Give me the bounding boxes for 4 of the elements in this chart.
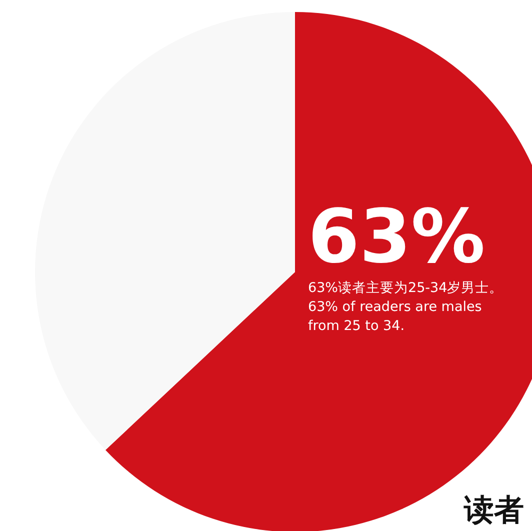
text: 63% of readers are males from 25 to 34.	[308, 299, 482, 334]
text: 63%读者主要为25-34岁男士。	[308, 280, 504, 296]
text: 读者	[463, 493, 524, 528]
data-label: 63%	[308, 194, 486, 280]
